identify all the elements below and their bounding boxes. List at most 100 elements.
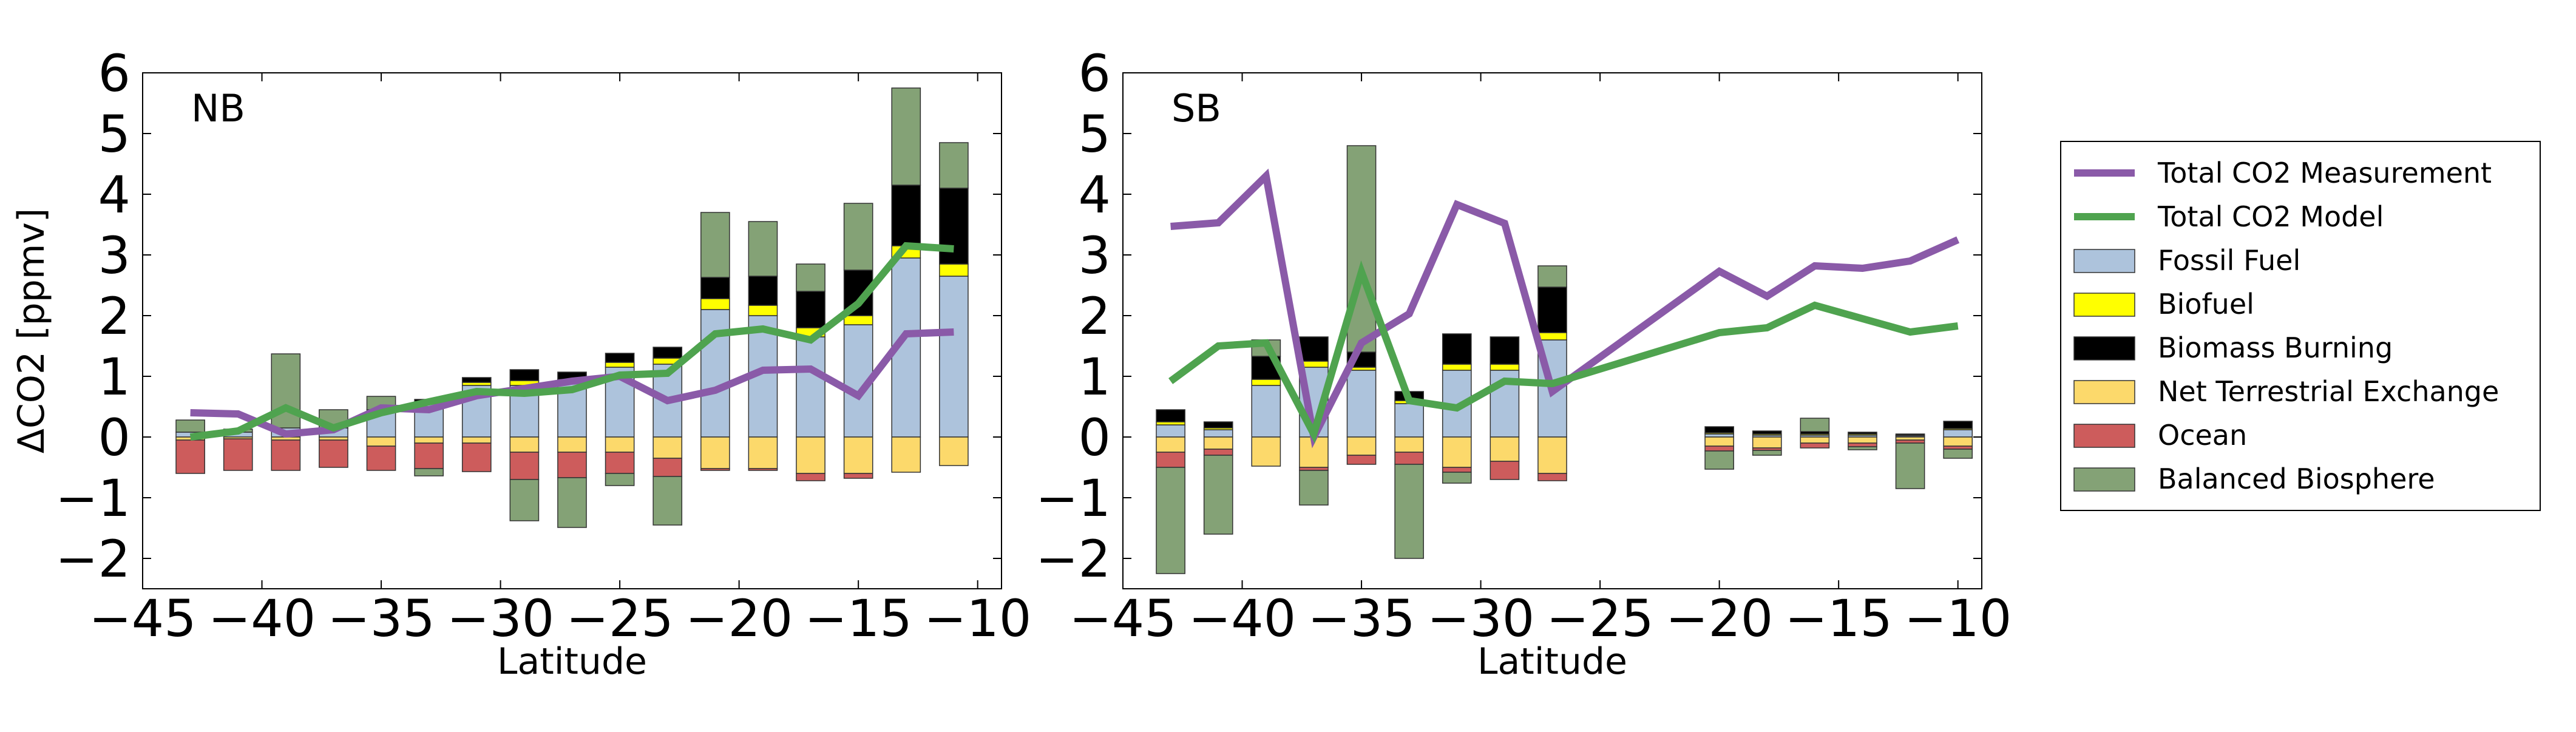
bar-balanced-biosphere	[1704, 450, 1734, 470]
bar-stack	[796, 263, 825, 481]
bar-stack	[748, 221, 778, 471]
bar-biomass-burning	[700, 277, 730, 299]
y-tick-label: 2	[98, 286, 130, 346]
bar-ocean	[1848, 442, 1877, 447]
bar-biomass-burning	[1203, 421, 1233, 429]
legend-swatch-box	[2073, 424, 2135, 448]
x-tick-label: −10	[924, 589, 1031, 648]
y-tick-label: 0	[98, 408, 130, 467]
bar-net-terrestrial-exchange	[652, 436, 683, 459]
x-tick-label: −40	[1188, 589, 1296, 648]
panel-nb-chart: −45 −40 −35 −30 −25 −20 −15 −10−2−10123456Latit…	[10, 44, 1031, 683]
line-model	[1168, 260, 1959, 444]
bar-stack	[1490, 336, 1520, 480]
legend-box	[2060, 141, 2541, 511]
bar-net-terrestrial-exchange	[700, 436, 730, 469]
bar-fossil-fuel	[1943, 429, 1973, 438]
bar-balanced-biosphere	[1752, 450, 1782, 456]
bar-ocean	[843, 473, 873, 479]
bar-balanced-biosphere	[1848, 446, 1877, 450]
bar-fossil-fuel	[1251, 385, 1281, 438]
bar-fossil-fuel	[1203, 429, 1233, 438]
bar-stack	[1394, 391, 1424, 559]
bar-net-terrestrial-exchange	[1203, 436, 1233, 450]
bar-balanced-biosphere	[1299, 470, 1329, 506]
legend-label: Balanced Biosphere	[2158, 463, 2435, 495]
bar-stack	[271, 353, 301, 471]
bar-biofuel	[748, 305, 778, 316]
x-tick-label: −10	[1904, 589, 2012, 648]
x-tick-label: −15	[1785, 589, 1893, 648]
legend-item-model: Total CO2 Model	[2074, 200, 2384, 233]
y-tick-label: −2	[1035, 529, 1111, 589]
bar-net-terrestrial-exchange	[461, 436, 492, 444]
bar-biomass-burning	[1299, 336, 1329, 362]
bar-stack	[1203, 421, 1233, 535]
bar-ocean	[796, 473, 825, 481]
bar-ocean	[1203, 449, 1233, 456]
bar-fossil-fuel	[796, 336, 825, 438]
bar-balanced-biosphere	[605, 473, 635, 486]
plot-frame	[1122, 72, 1982, 589]
bar-biofuel	[1537, 332, 1567, 341]
line-measurement	[190, 328, 954, 438]
x-axis-title: Latitude	[497, 640, 647, 683]
x-tick-label: −30	[447, 589, 554, 648]
bar-biofuel	[700, 298, 730, 310]
panel-label: NB	[191, 86, 245, 130]
bar-fossil-fuel	[1346, 370, 1377, 438]
legend-item-biofuel: Biofuel	[2073, 288, 2254, 320]
bar-biomass-burning	[461, 377, 492, 383]
y-tick-label: 1	[98, 347, 130, 407]
bar-biomass-burning	[1752, 430, 1782, 435]
bar-ocean	[1704, 446, 1734, 452]
legend-swatch-box	[2073, 336, 2135, 361]
bar-balanced-biosphere	[1203, 455, 1233, 535]
bar-stack	[843, 203, 873, 479]
bar-stack	[1752, 430, 1782, 456]
legend-swatch-box	[2073, 380, 2135, 404]
x-tick-label: −40	[208, 589, 316, 648]
legend-label: Biofuel	[2158, 288, 2254, 320]
bar-biomass-burning	[796, 291, 825, 328]
bar-ocean	[319, 439, 348, 468]
y-axis-title: ΔCO2 [ppmv]	[10, 208, 53, 453]
bar-balanced-biosphere	[939, 142, 969, 189]
bar-net-terrestrial-exchange	[1156, 436, 1185, 453]
x-tick-label: −35	[327, 589, 435, 648]
y-tick-label: 2	[1079, 286, 1111, 346]
bar-net-terrestrial-exchange	[1752, 436, 1782, 449]
bar-net-terrestrial-exchange	[605, 436, 635, 453]
y-tick-label: −1	[1035, 469, 1111, 528]
bar-ocean	[223, 438, 253, 471]
bar-ocean	[1394, 452, 1424, 465]
bar-net-terrestrial-exchange	[939, 436, 969, 466]
bar-balanced-biosphere	[1895, 442, 1925, 489]
legend-label: Total CO2 Model	[2157, 200, 2384, 233]
y-tick-label: 3	[98, 226, 130, 285]
bar-biofuel	[605, 362, 635, 368]
bar-biomass-burning	[1156, 409, 1185, 422]
x-axis-title: Latitude	[1477, 640, 1627, 683]
bar-net-terrestrial-exchange	[366, 436, 396, 447]
bar-ocean	[1800, 442, 1830, 449]
bar-net-terrestrial-exchange	[748, 436, 778, 469]
bar-biofuel	[1490, 364, 1520, 371]
bar-fossil-fuel	[1156, 424, 1185, 438]
bar-stack	[891, 87, 921, 473]
bar-net-terrestrial-exchange	[1251, 436, 1281, 467]
bar-net-terrestrial-exchange	[414, 436, 444, 444]
bar-stack	[319, 409, 348, 468]
bar-net-terrestrial-exchange	[1490, 436, 1520, 462]
bar-net-terrestrial-exchange	[1800, 436, 1830, 444]
bar-stack	[1895, 433, 1925, 489]
x-tick-label: −20	[1666, 589, 1773, 648]
bar-stack	[1943, 421, 1973, 459]
x-tick-label: −45	[89, 589, 196, 648]
legend-item-balanced-biosphere: Balanced Biosphere	[2073, 463, 2435, 495]
bar-balanced-biosphere	[1156, 467, 1185, 574]
y-tick-label: 0	[1079, 408, 1111, 467]
bar-balanced-biosphere	[700, 212, 730, 278]
bar-stack	[939, 142, 969, 466]
bar-biofuel	[1251, 379, 1281, 386]
